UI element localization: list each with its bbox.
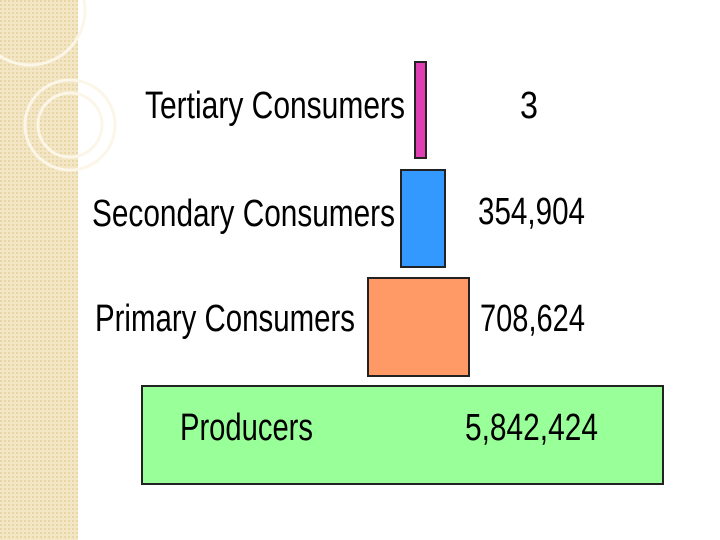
level-label: Secondary Consumers bbox=[92, 193, 395, 235]
level-value: 708,624 bbox=[480, 298, 585, 340]
level-value: 3 bbox=[520, 85, 538, 127]
secondary-block bbox=[400, 169, 446, 268]
level-value: 5,842,424 bbox=[465, 407, 598, 449]
producers-block bbox=[141, 385, 664, 485]
tertiary-block bbox=[414, 61, 427, 159]
level-label: Producers bbox=[180, 407, 313, 449]
level-label: Tertiary Consumers bbox=[145, 85, 405, 127]
level-value: 354,904 bbox=[478, 191, 585, 233]
primary-block bbox=[367, 277, 470, 377]
decor-circles bbox=[0, 0, 117, 172]
level-label: Primary Consumers bbox=[95, 298, 355, 340]
side-strip bbox=[0, 0, 78, 540]
